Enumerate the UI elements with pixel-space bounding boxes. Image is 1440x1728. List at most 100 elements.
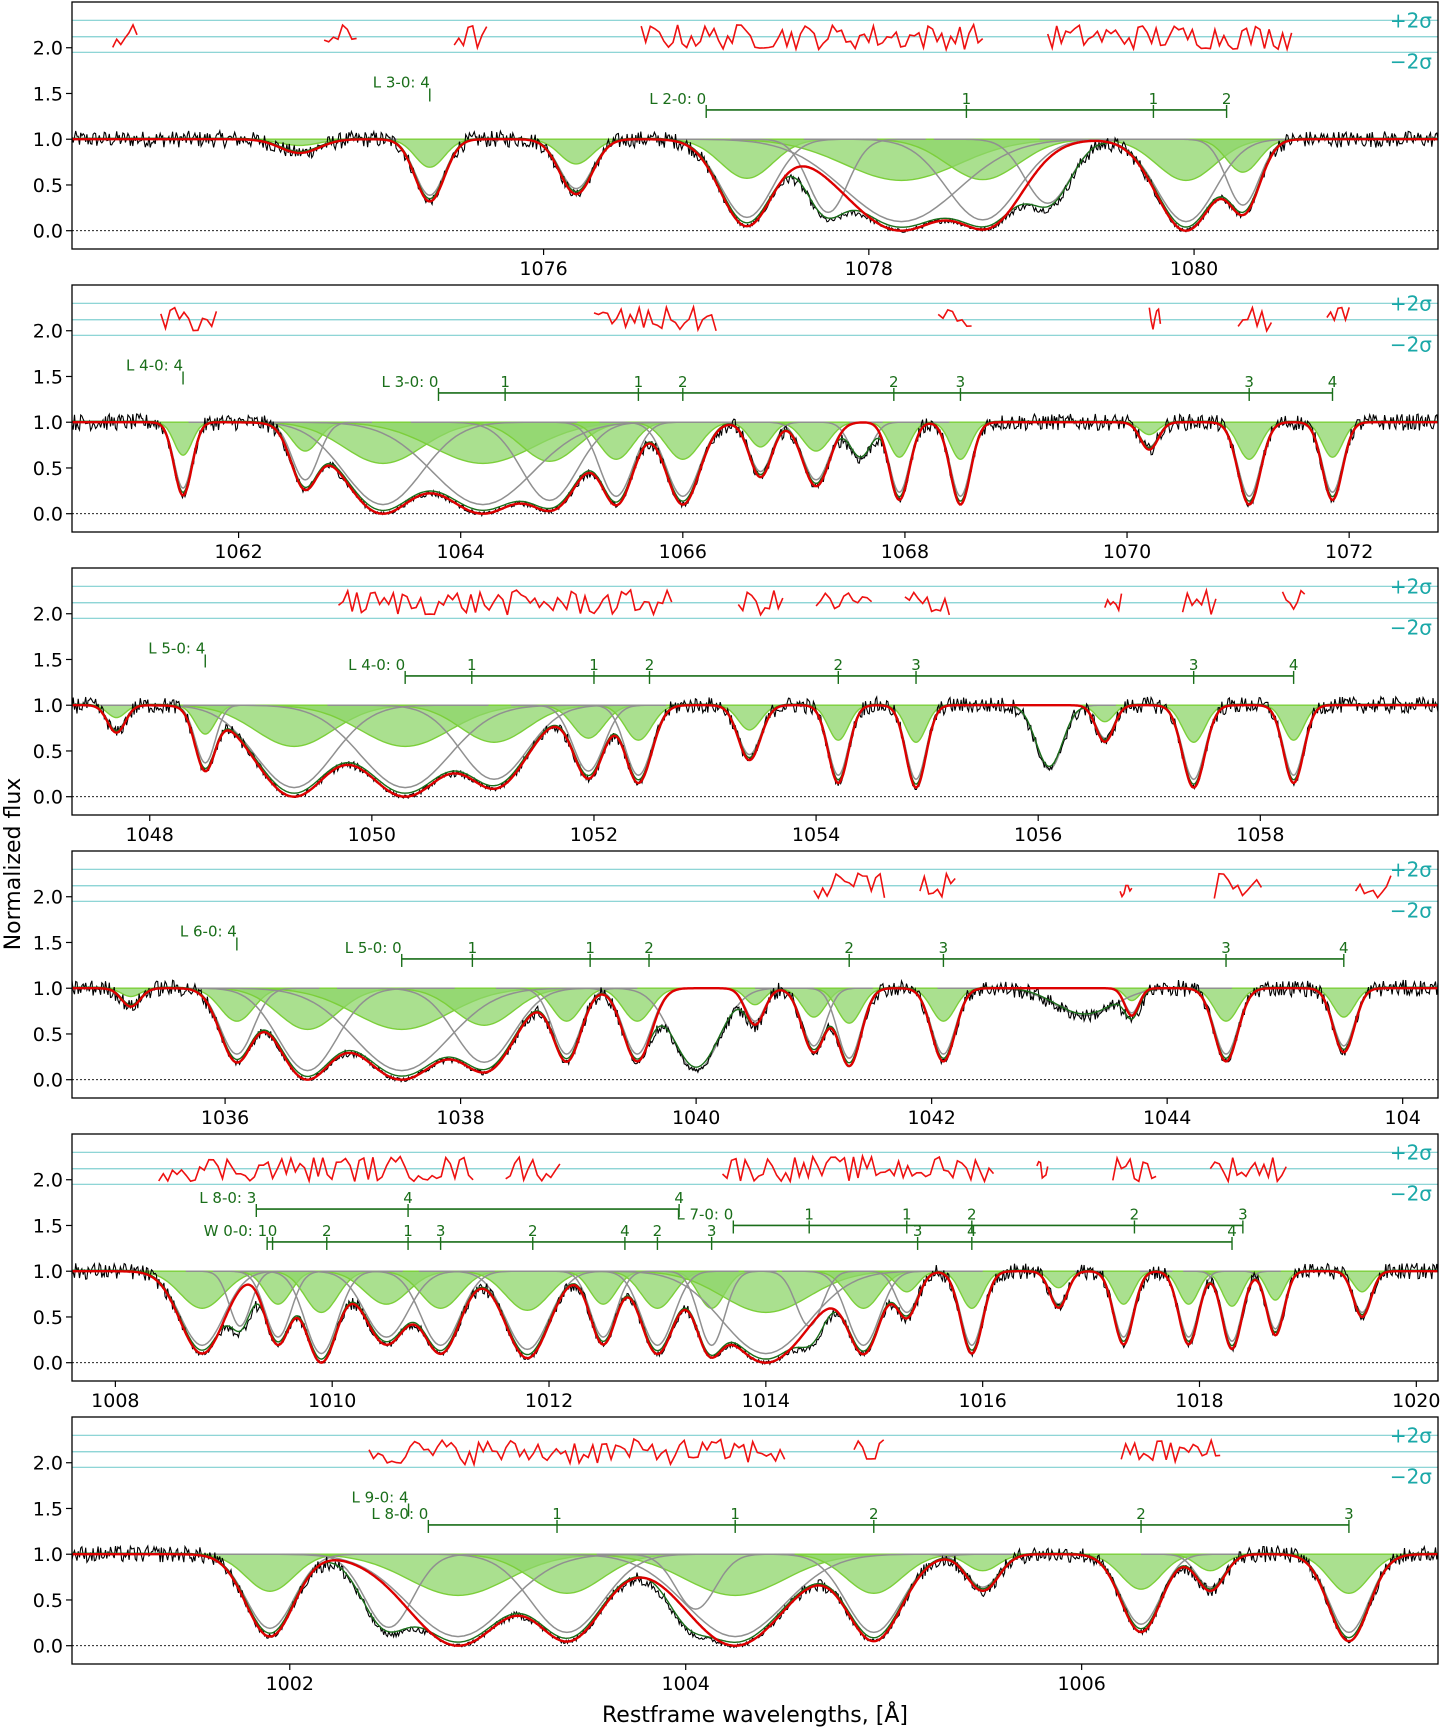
- residual-segment: [111, 22, 138, 48]
- y-tick-label: 0.5: [33, 741, 63, 763]
- panel-frame: [71, 1, 1439, 250]
- transition-label: 4: [1328, 373, 1338, 391]
- minus-2sigma-label: −2σ: [1390, 615, 1432, 639]
- panel-frame: [71, 850, 1439, 1099]
- transition-label: 1: [500, 373, 510, 391]
- transition-label: 1: [589, 656, 599, 674]
- residual-segment: [813, 872, 886, 900]
- plus-2sigma-label: +2σ: [1390, 8, 1432, 32]
- transition-label: 2: [1136, 1505, 1146, 1523]
- residual-segment: [815, 591, 873, 610]
- y-tick-label: 0.0: [33, 1636, 63, 1658]
- blend-profile: [166, 987, 638, 1072]
- transition-label: 2: [889, 373, 899, 391]
- x-tick-label: 1058: [1236, 824, 1284, 846]
- minus-2sigma-label: −2σ: [1390, 898, 1432, 922]
- transition-label: 3: [1238, 1205, 1248, 1223]
- residual-segment: [337, 588, 673, 617]
- blend-profile: [578, 987, 814, 1072]
- plot-area: L 6-0: 4 L 5-0: 0 1 1 2 2 3 3 4: [72, 868, 1438, 1083]
- total-model: [72, 421, 1438, 515]
- transition-label: 3: [1221, 939, 1231, 957]
- total-model: [72, 138, 1438, 232]
- component-profile: [1149, 704, 1239, 744]
- y-tick-label: 0.5: [33, 458, 63, 480]
- blend-profile: [510, 704, 667, 772]
- residual-segment: [1354, 875, 1392, 899]
- x-tick-label: 1044: [1143, 1107, 1191, 1129]
- blend-profile: [852, 1270, 961, 1314]
- x-tick-label: 1016: [958, 1390, 1006, 1412]
- component-profile: [147, 421, 219, 456]
- transition-label: 4: [620, 1222, 630, 1240]
- component-profile: [876, 704, 956, 744]
- residual-segment: [1112, 1155, 1157, 1183]
- y-tick-label: 2.0: [33, 1170, 63, 1192]
- transition-label: L 9-0: 4: [352, 1488, 409, 1506]
- blend-profile: [735, 1553, 1013, 1634]
- transition-label: 3: [1344, 1505, 1354, 1523]
- continuum-model: [72, 137, 1438, 228]
- transition-label: 1: [552, 1505, 562, 1523]
- transition-label: 3: [1189, 656, 1199, 674]
- x-tick-label: 1052: [570, 824, 618, 846]
- residual-segment: [453, 24, 488, 51]
- residual-segment: [919, 871, 956, 899]
- residual-segment: [1209, 1157, 1287, 1184]
- plus-2sigma-label: +2σ: [1390, 291, 1432, 315]
- blend-profile: [343, 1270, 539, 1347]
- y-tick-label: 1.0: [33, 412, 63, 434]
- transition-label: 2: [678, 373, 688, 391]
- y-tick-label: 0.0: [33, 221, 63, 243]
- y-tick-label: 0.5: [33, 175, 63, 197]
- blend-profile: [549, 1270, 983, 1355]
- residual-segment: [1104, 593, 1123, 613]
- x-tick-label: 1006: [1057, 1673, 1105, 1695]
- y-tick-label: 1.0: [33, 978, 63, 1000]
- y-tick-label: 2.0: [33, 887, 63, 909]
- x-tick-label: 1078: [845, 258, 893, 280]
- transition-label: W 0-0: 1: [204, 1222, 267, 1240]
- transition-label: 2: [644, 939, 654, 957]
- transition-label: 0: [268, 1222, 278, 1240]
- blend-profile: [185, 1270, 295, 1327]
- panel-1: L 3-0: 4 L 2-0: 0 1 1 2 0.0 0.5 1.0 1.5 2.0 1076 10…: [33, 1, 1439, 280]
- transition-label: 2: [967, 1205, 977, 1223]
- x-tick-label: 1002: [266, 1673, 314, 1695]
- x-tick-label: 1020: [1392, 1390, 1440, 1412]
- x-tick-label: 1072: [1325, 541, 1373, 563]
- blend-profile: [183, 704, 628, 789]
- x-tick-label: 1042: [907, 1107, 955, 1129]
- transition-label: 1: [730, 1505, 740, 1523]
- transition-label: 3: [707, 1222, 717, 1240]
- x-tick-label: 1062: [214, 541, 262, 563]
- residual-segment: [1181, 587, 1217, 615]
- x-tick-label: 1066: [659, 541, 707, 563]
- transition-label: 2: [844, 939, 854, 957]
- residual-segment: [1281, 589, 1306, 611]
- transition-label: L 2-0: 0: [649, 90, 706, 108]
- y-axis-label: Normalized flux: [1, 778, 26, 951]
- transition-label: 1: [403, 1222, 413, 1240]
- transition-label: 4: [1227, 1222, 1237, 1240]
- blend-profile: [803, 138, 1162, 221]
- x-tick-label: 104: [1385, 1107, 1421, 1129]
- x-axis-label: Restframe wavelengths, [Å]: [602, 1701, 908, 1728]
- x-tick-label: 1048: [126, 824, 174, 846]
- y-tick-label: 0.5: [33, 1307, 63, 1329]
- transition-label: 4: [1339, 939, 1349, 957]
- transition-label: 2: [528, 1222, 538, 1240]
- x-tick-label: 1040: [672, 1107, 720, 1129]
- blend-profile: [487, 1553, 983, 1638]
- transition-label: 3: [911, 656, 921, 674]
- transition-label: 2: [322, 1222, 332, 1240]
- transition-label: L 8-0: 0: [371, 1505, 428, 1523]
- total-model: [72, 704, 1438, 798]
- panel-4: L 6-0: 4 L 5-0: 0 1 1 2 2 3 3 4 0.0 0.5 1.0 1.5 2.0 10…: [33, 850, 1439, 1129]
- y-tick-label: 0.0: [33, 504, 63, 526]
- plus-2sigma-label: +2σ: [1390, 1140, 1432, 1164]
- transition-label: 1: [634, 373, 644, 391]
- transition-label: L 8-0: 3: [199, 1189, 256, 1207]
- continuum-model: [72, 1269, 1438, 1360]
